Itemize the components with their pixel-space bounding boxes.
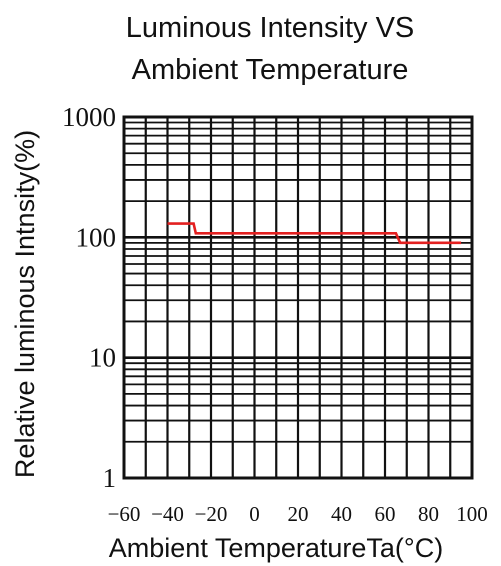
y-tick-label: 100 (76, 222, 117, 252)
y-tick-labels: 1 10 100 1000 (62, 102, 116, 493)
x-tick-label: −20 (195, 502, 228, 526)
x-tick-labels: −60 −40 −20 0 20 40 60 80 100 (108, 502, 488, 526)
x-tick-label: −60 (108, 502, 141, 526)
plot-frame (122, 115, 474, 480)
x-tick-label: 60 (375, 502, 396, 526)
plot-border (122, 115, 474, 480)
x-tick-label: 0 (249, 502, 260, 526)
series-line-1 (167, 222, 462, 245)
y-tick-label: 10 (89, 343, 116, 373)
x-tick-label: 20 (288, 502, 309, 526)
y-tick-label: 1 (103, 463, 117, 493)
x-tick-label: 80 (418, 502, 439, 526)
x-axis-label: Ambient TemperatureTa(°C) (109, 533, 443, 563)
y-tick-label: 1000 (62, 102, 116, 132)
plot-grid (124, 117, 472, 478)
chart-title-line-2: Ambient Temperature (132, 54, 409, 86)
x-tick-label: 40 (331, 502, 352, 526)
x-tick-label: 100 (456, 502, 488, 526)
series-layer (167, 222, 462, 245)
y-axis-label: Relative luminous Intnsity(%) (10, 130, 40, 478)
x-tick-label: −40 (151, 502, 184, 526)
chart-title-line-1: Luminous Intensity VS (126, 12, 415, 44)
